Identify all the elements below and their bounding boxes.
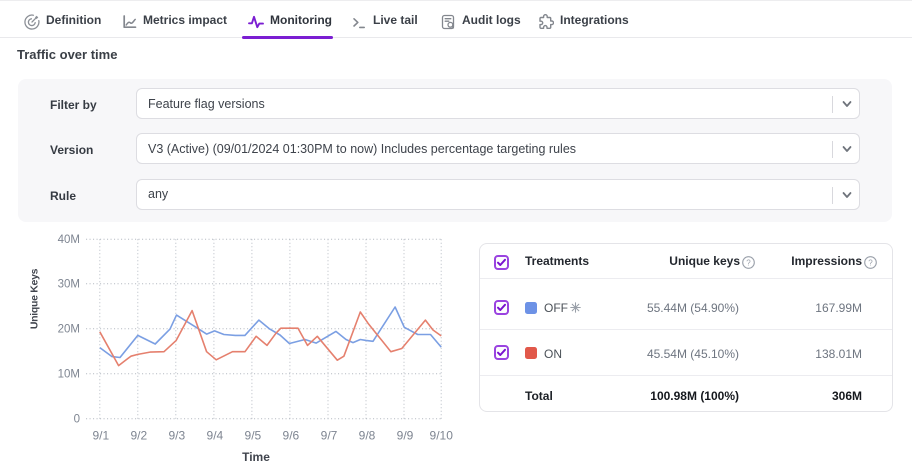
svg-text:0: 0 <box>74 414 80 426</box>
svg-text:30M: 30M <box>58 279 80 291</box>
svg-text:9/3: 9/3 <box>168 429 185 443</box>
svg-text:20M: 20M <box>58 324 80 336</box>
svg-text:?: ? <box>746 258 751 267</box>
svg-text:9/1: 9/1 <box>92 429 109 443</box>
svg-text:40M: 40M <box>58 234 80 246</box>
svg-text:10M: 10M <box>58 369 80 381</box>
svg-text:?: ? <box>868 258 873 267</box>
svg-text:9/5: 9/5 <box>245 429 262 443</box>
svg-text:9/9: 9/9 <box>397 429 414 443</box>
svg-text:9/8: 9/8 <box>359 429 376 443</box>
svg-text:9/4: 9/4 <box>207 429 224 443</box>
svg-text:9/10: 9/10 <box>430 429 454 443</box>
svg-text:9/6: 9/6 <box>283 429 300 443</box>
svg-text:Time: Time <box>242 450 270 464</box>
svg-text:9/7: 9/7 <box>321 429 338 443</box>
svg-text:Unique Keys: Unique Keys <box>29 268 41 329</box>
svg-text:9/2: 9/2 <box>130 429 147 443</box>
